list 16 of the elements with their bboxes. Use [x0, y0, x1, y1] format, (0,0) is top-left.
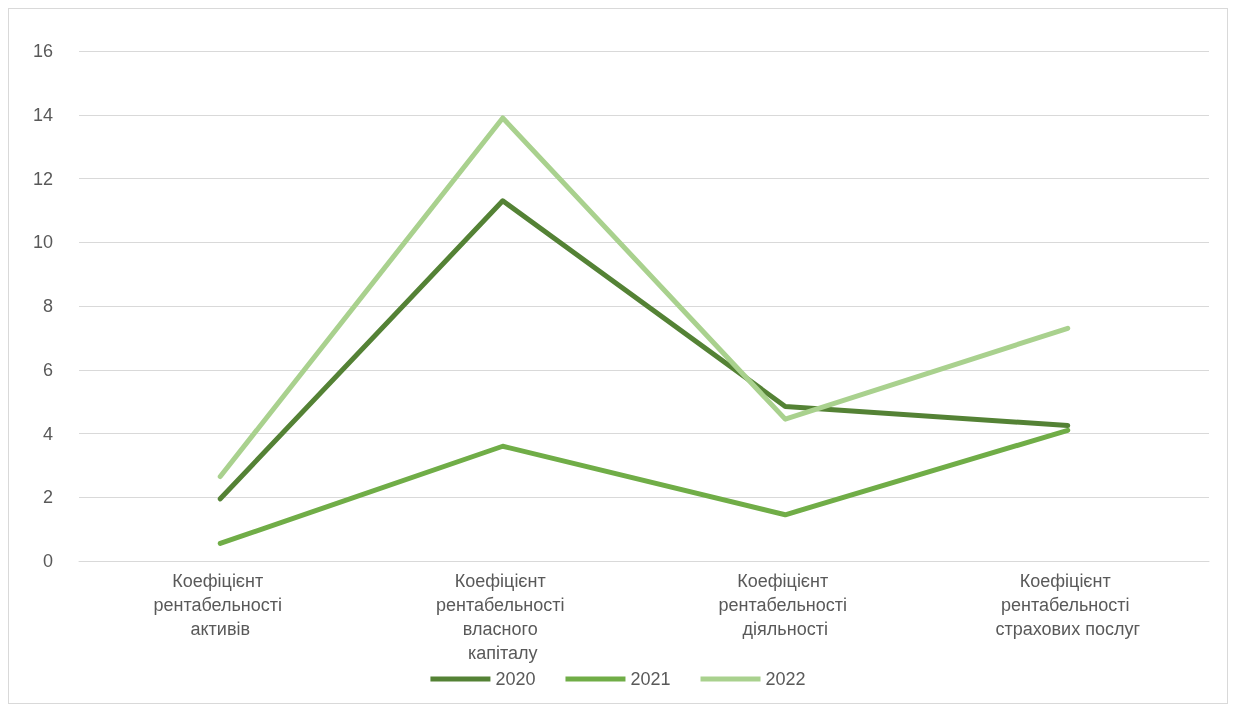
x-tick-label: Коефіцієнт рентабельності страхових послуг	[995, 571, 1141, 639]
x-tick-label: Коефіцієнт рентабельності діяльності	[718, 571, 853, 639]
y-tick-label: 0	[42, 551, 53, 571]
x-tick-label: Коефіцієнт рентабельності активів	[153, 571, 288, 639]
y-tick-label: 16	[32, 41, 53, 61]
x-tick-label: Коефіцієнт рентабельності власного капіталу	[435, 571, 570, 663]
y-tick-label: 8	[42, 296, 53, 316]
legend-label: 2022	[765, 669, 806, 689]
y-tick-label: 4	[42, 423, 53, 444]
y-tick-label: 12	[32, 168, 53, 189]
y-tick-label: 2	[42, 487, 53, 508]
legend-label: 2020	[495, 669, 536, 689]
y-tick-label: 10	[32, 232, 53, 253]
y-tick-label: 6	[42, 359, 53, 380]
y-tick-label: 14	[32, 104, 53, 125]
legend-label: 2021	[630, 669, 671, 689]
